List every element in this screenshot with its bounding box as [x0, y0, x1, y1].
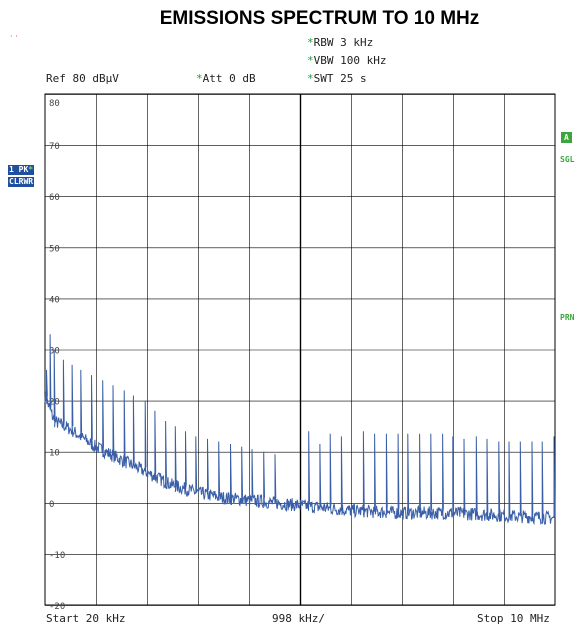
prn-label: PRN: [560, 313, 575, 322]
swt-setting: *SWT 25 s: [307, 72, 367, 85]
chart-title: EMISSIONS SPECTRUM TO 10 MHz: [159, 8, 480, 29]
chart-grid: [44, 93, 556, 606]
attenuation: *Att 0 dB: [196, 72, 256, 85]
y-tick-label: 40: [49, 295, 60, 305]
ref-level: Ref 80 dBµV: [46, 72, 119, 85]
vbw-setting: *VBW 100 kHz: [307, 54, 387, 67]
trace-label: 1 PK*: [8, 165, 35, 175]
spectrum-trace: [44, 334, 556, 526]
y-tick-label: 60: [49, 193, 60, 203]
trace-mode-label: CLRWR: [8, 177, 35, 187]
sgl-label: SGL: [560, 155, 575, 164]
y-tick-label: -20: [49, 602, 65, 612]
y-tick-label: 0: [49, 500, 54, 510]
corner-marks: · ·: [10, 32, 18, 41]
trigger-a-badge: A: [561, 132, 572, 143]
y-tick-label: 10: [49, 449, 60, 459]
rbw-setting: *RBW 3 kHz: [307, 36, 374, 49]
stop-frequency: Stop 10 MHz: [477, 612, 550, 625]
y-tick-label: 50: [49, 244, 60, 254]
span-per-division: 998 kHz/: [272, 612, 325, 625]
y-tick-label: 80: [49, 99, 60, 109]
start-frequency: Start 20 kHz: [46, 612, 126, 625]
y-tick-label: 70: [49, 142, 60, 152]
y-tick-label: -10: [49, 551, 65, 561]
